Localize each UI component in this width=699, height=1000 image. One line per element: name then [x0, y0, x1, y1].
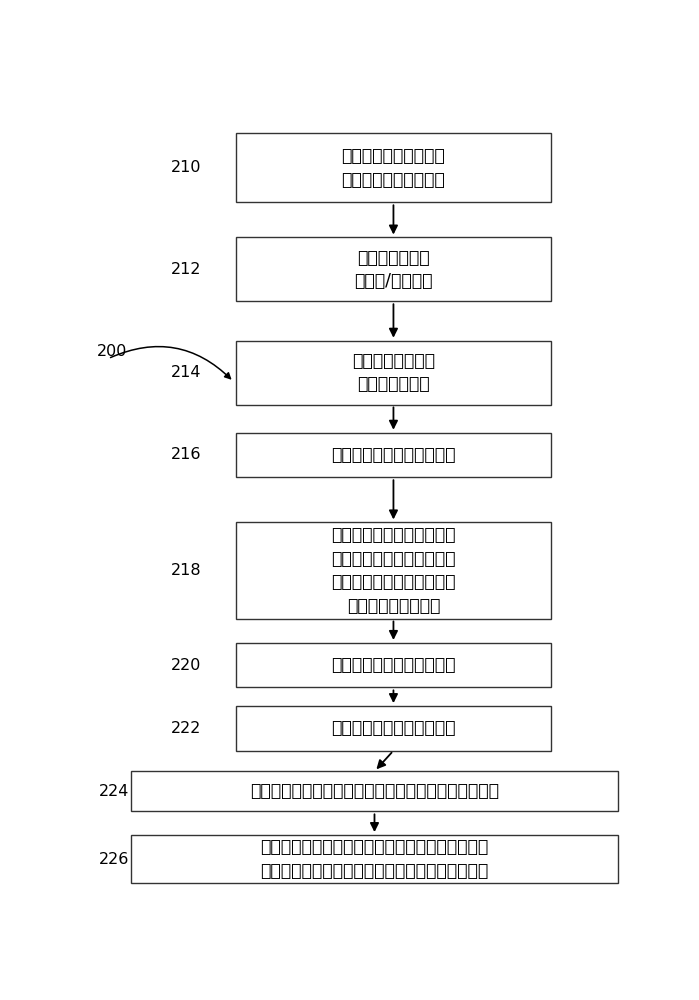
Text: 222: 222: [171, 721, 202, 736]
Text: 提供位于信号转换装置
和用户之间的传输号码: 提供位于信号转换装置 和用户之间的传输号码: [342, 147, 445, 189]
Text: 将信号传输到信号转换装置: 将信号传输到信号转换装置: [331, 719, 456, 737]
Bar: [236, 643, 551, 687]
Text: 216: 216: [171, 447, 202, 462]
Text: 218: 218: [171, 563, 202, 578]
Bar: [236, 522, 551, 619]
Text: 214: 214: [171, 365, 202, 380]
Text: 如果必要，对信号进行解码: 如果必要，对信号进行解码: [331, 656, 456, 674]
Text: 通过例如无线、光纤到户、
电缆、卫星直播、蜂窝、互
联网协议或其他任何方式将
信号传输到远程位置: 通过例如无线、光纤到户、 电缆、卫星直播、蜂窝、互 联网协议或其他任何方式将 信…: [331, 526, 456, 615]
Text: 212: 212: [171, 262, 202, 277]
Text: 226: 226: [99, 852, 130, 867]
Bar: [236, 706, 551, 751]
Text: 如果必要，对信号进行编码: 如果必要，对信号进行编码: [331, 446, 456, 464]
Text: 200: 200: [97, 344, 127, 359]
Bar: [131, 771, 618, 811]
Text: 220: 220: [171, 658, 202, 673]
Bar: [236, 237, 551, 301]
Text: 基于活动效果提供
模拟或数字信号: 基于活动效果提供 模拟或数字信号: [352, 352, 435, 393]
Bar: [236, 433, 551, 477]
Bar: [236, 341, 551, 405]
Text: 210: 210: [171, 160, 202, 175]
Text: 224: 224: [99, 784, 130, 799]
Bar: [131, 835, 618, 883]
Text: 将信号转换成信号转换装置的物理性触觉、动作或运动: 将信号转换成信号转换装置的物理性触觉、动作或运动: [250, 782, 499, 800]
Bar: [236, 133, 551, 202]
Text: 通过传输部件发送物理性触觉、动作或运动，使得
用户接收到基于活动效果的触觉、动作或运动效果: 通过传输部件发送物理性触觉、动作或运动，使得 用户接收到基于活动效果的触觉、动作…: [260, 838, 489, 880]
Text: 捕获活动的触觉
或动作/运动效果: 捕获活动的触觉 或动作/运动效果: [354, 249, 433, 290]
